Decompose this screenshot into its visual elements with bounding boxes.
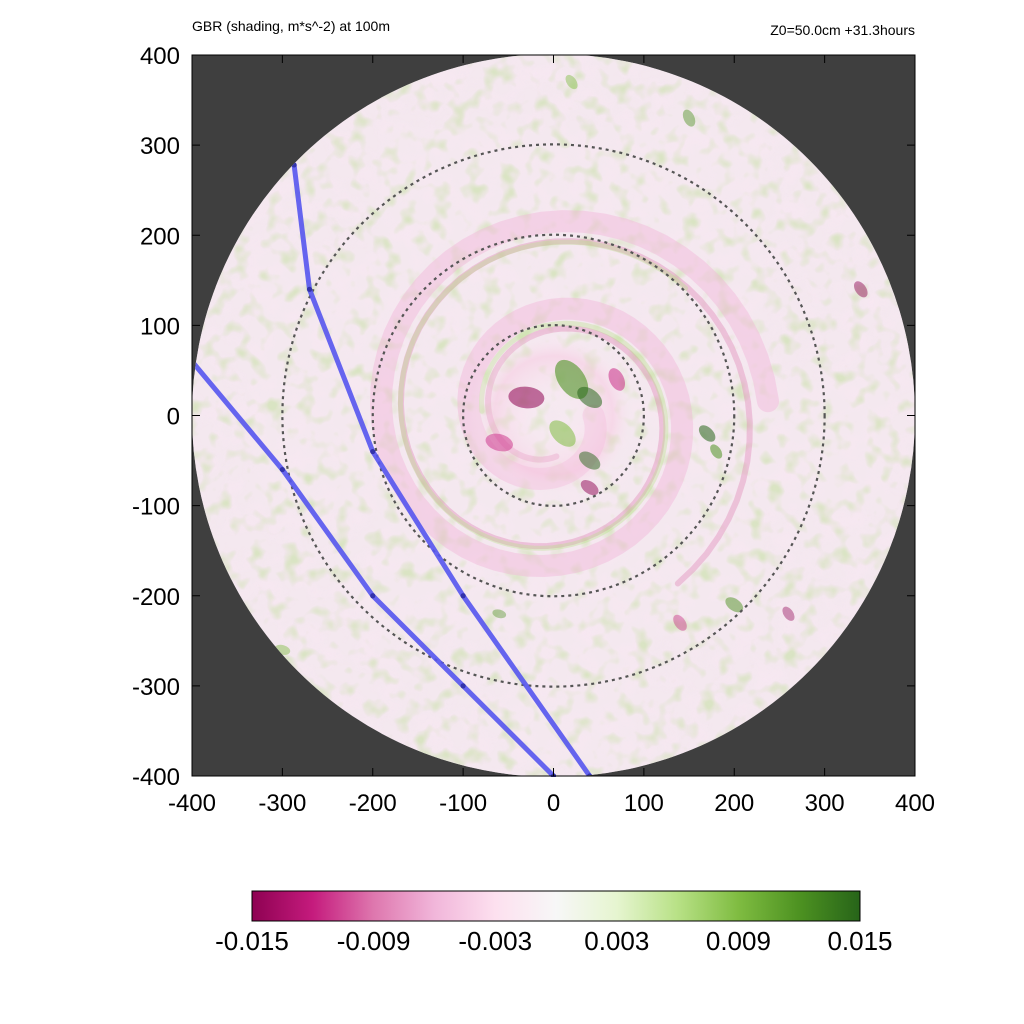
colorbar-gradient	[251, 890, 861, 922]
colorbar-tick-label: -0.003	[458, 926, 532, 956]
shading-blob	[853, 281, 868, 298]
spiral-band	[397, 239, 689, 551]
shading-blob	[698, 425, 716, 442]
track-point	[460, 683, 466, 689]
track-point	[306, 286, 313, 292]
track-point	[370, 448, 376, 455]
shading-blob	[782, 606, 795, 621]
x-tick-label: 400	[895, 790, 935, 817]
y-tick-label: 200	[140, 223, 180, 250]
shading-blob	[710, 444, 723, 459]
y-tick-label: 400	[140, 43, 180, 70]
y-tick-label: 300	[140, 133, 180, 160]
shading-blob	[608, 368, 626, 391]
run-info-label: Z0=50.0cm +31.3hours	[770, 22, 915, 38]
shading-blob	[565, 74, 578, 90]
x-tick-label: 300	[805, 790, 845, 817]
plot-area	[192, 54, 915, 777]
chart-title: GBR (shading, m*s^-2) at 100m	[192, 18, 390, 34]
range-ring-200	[371, 233, 736, 598]
shading-blob	[725, 597, 744, 613]
y-tick-label: 100	[140, 313, 180, 340]
shading-blob	[673, 614, 687, 631]
colorbar-tick-label: -0.009	[337, 926, 411, 956]
shading-blob	[549, 420, 576, 447]
y-tick-label: 0	[167, 404, 180, 431]
y-tick-label: -200	[132, 584, 180, 611]
track-point	[279, 466, 285, 473]
track-point	[460, 593, 466, 599]
colorbar-tick-label: -0.015	[215, 926, 289, 956]
colorbar-tick-label: 0.009	[706, 926, 771, 956]
shading-blob	[508, 386, 545, 409]
range-ring-300	[281, 143, 826, 688]
shading-blob	[580, 480, 599, 496]
shading-blob	[485, 433, 513, 452]
shading-blob	[492, 609, 507, 619]
colorbar-tick-label: 0.003	[584, 926, 649, 956]
shading-blob	[577, 386, 603, 409]
y-tick-label: -400	[132, 764, 180, 791]
colorbar: -0.015 -0.009 -0.003 0.003 0.009 0.015	[215, 890, 893, 956]
x-tick-label: 200	[714, 790, 754, 817]
x-tick-label: -400	[168, 790, 216, 817]
x-tick-label: -200	[349, 790, 397, 817]
shading-blob	[578, 451, 601, 470]
axes: -400 -300 -200 -100 0 100 200 300 400 400 300 200 10…	[132, 43, 935, 817]
x-tick-label: 0	[547, 790, 560, 817]
track-point	[370, 593, 376, 599]
y-tick-label: -300	[132, 674, 180, 701]
shading-blob	[682, 109, 696, 127]
shading-field	[192, 55, 915, 776]
range-ring-100	[462, 324, 645, 507]
x-tick-label: -300	[258, 790, 306, 817]
x-tick-label: -100	[439, 790, 487, 817]
y-tick-label: -100	[132, 494, 180, 521]
colorbar-tick-label: 0.015	[827, 926, 892, 956]
core-shading	[468, 330, 639, 501]
x-tick-label: 100	[624, 790, 664, 817]
